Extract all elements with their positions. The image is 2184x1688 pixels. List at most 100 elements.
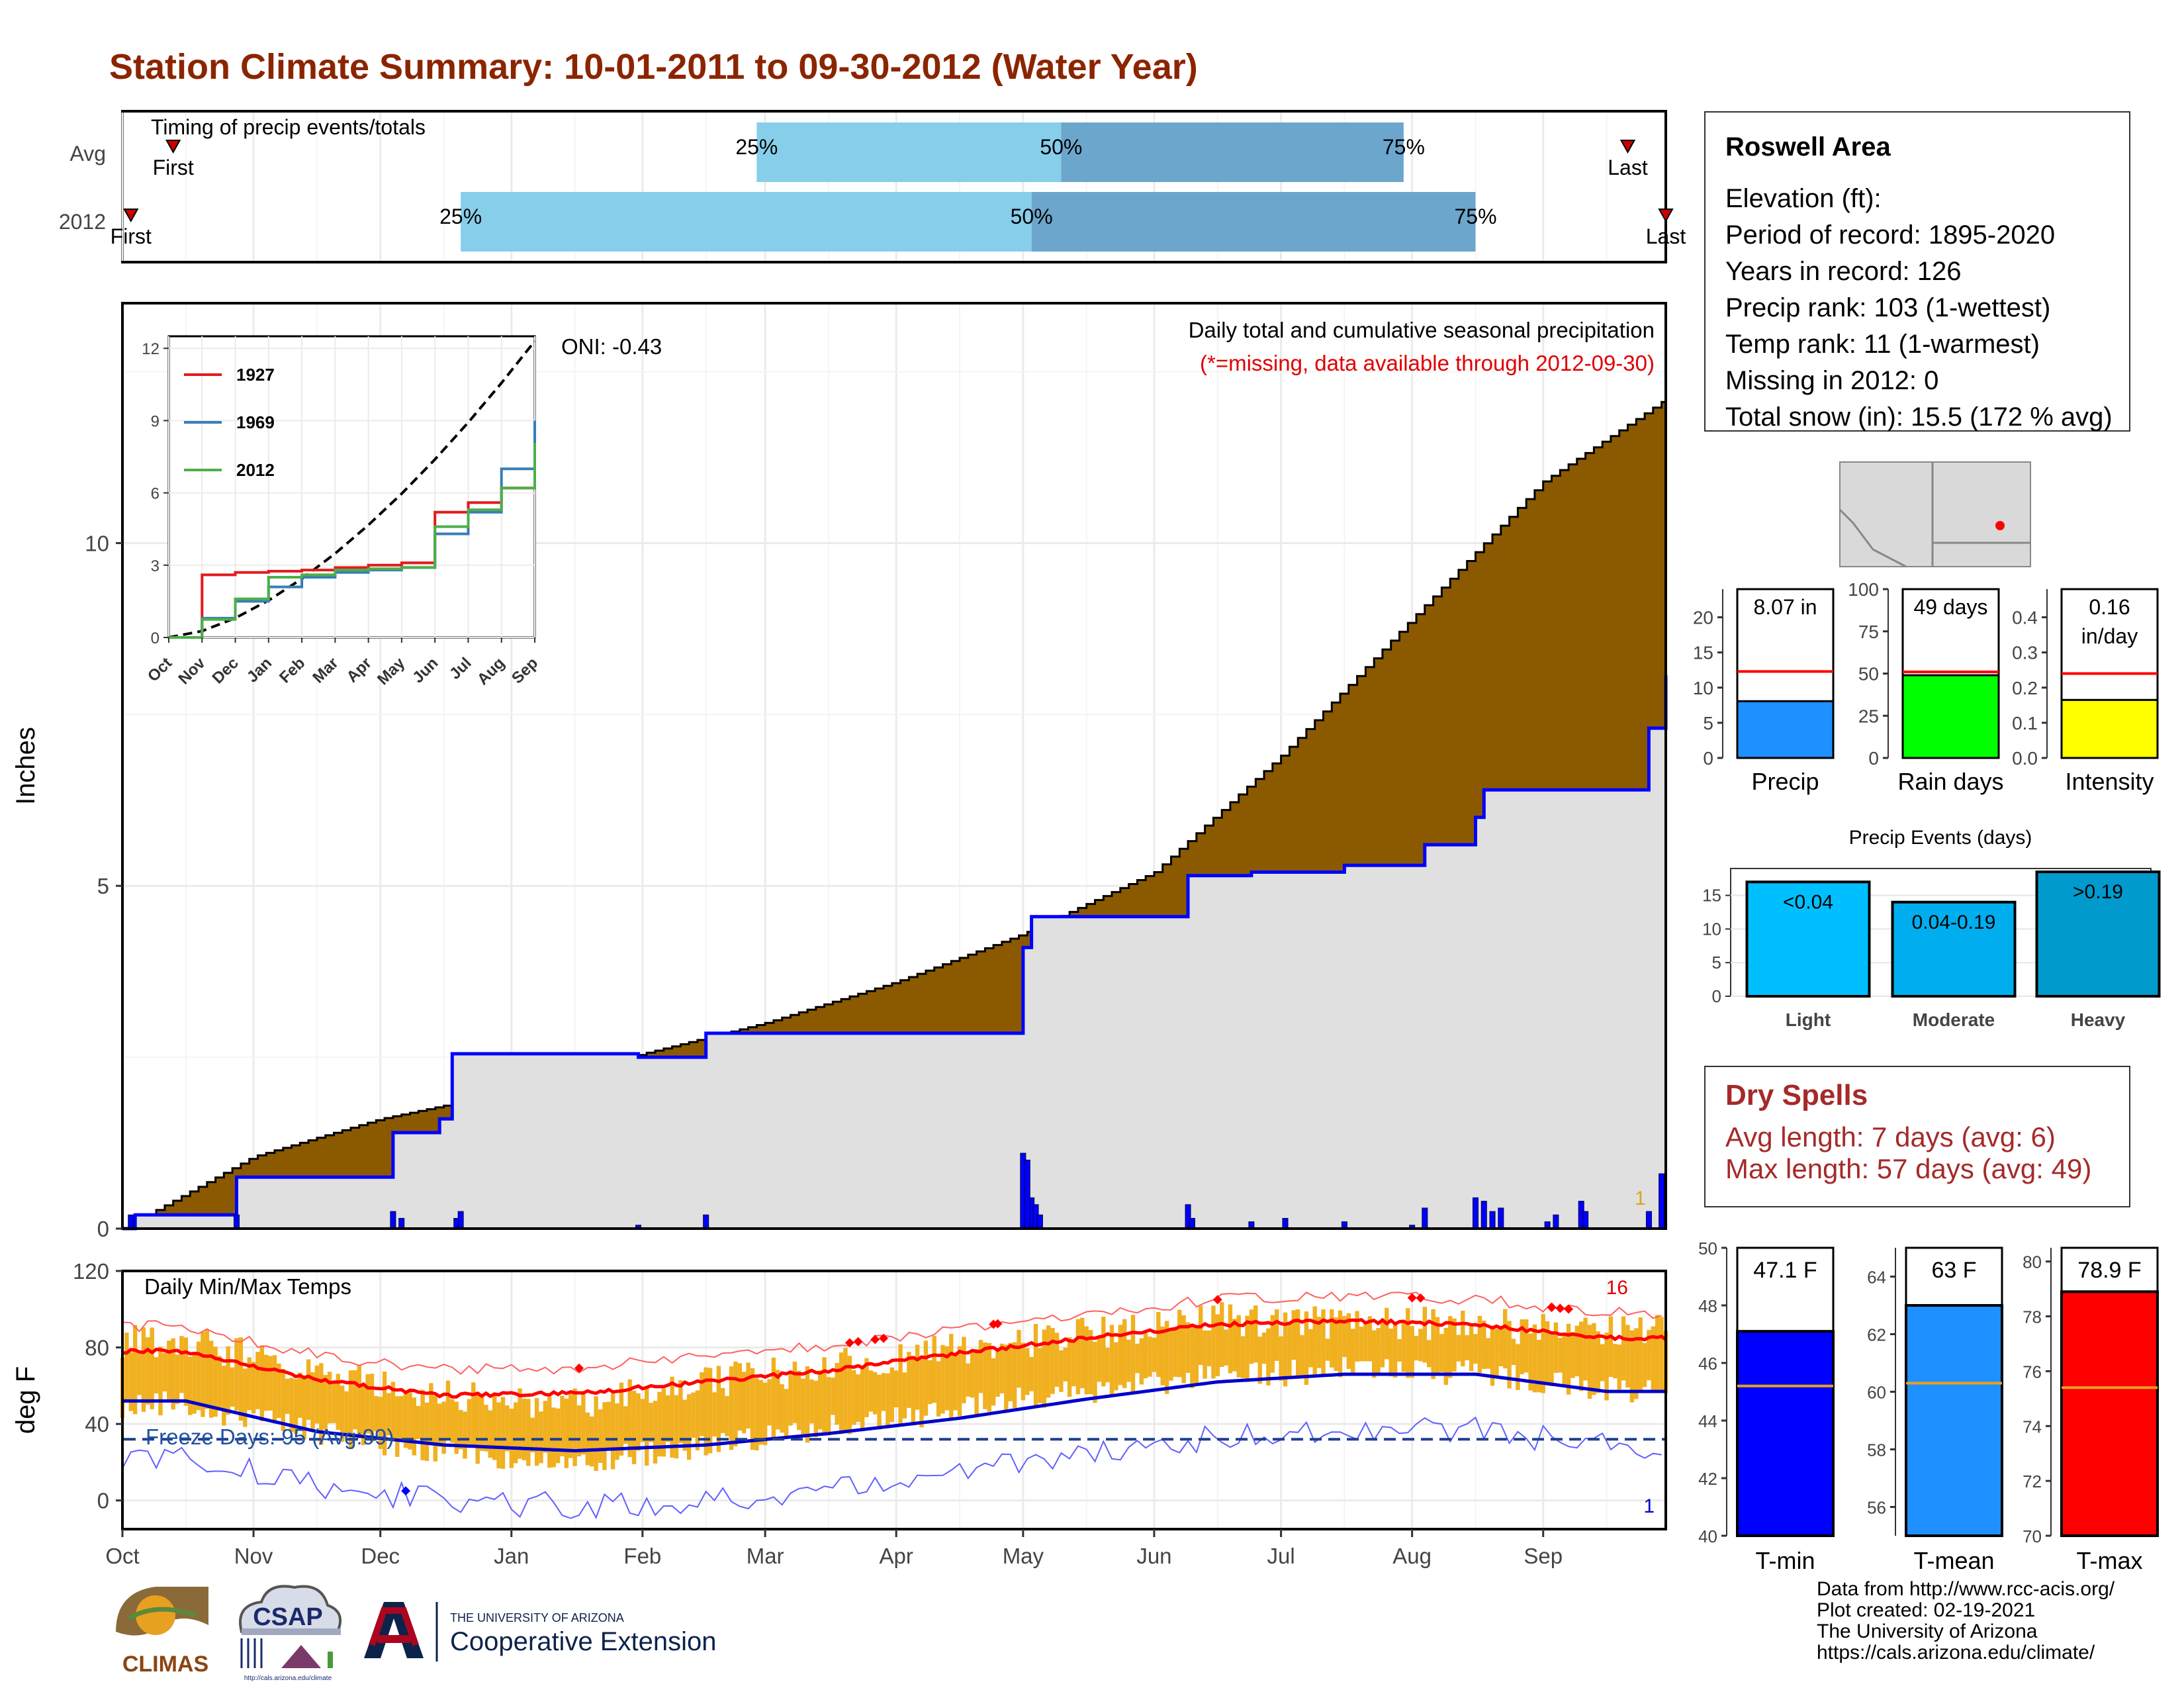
gauge-value-bar-1 (1901, 674, 2000, 759)
last-label-1: Last (1646, 224, 1686, 248)
precip-ytick-label-1: 5 (97, 874, 109, 898)
temp-bar-8 (154, 1357, 159, 1394)
temp-bar-170 (839, 1352, 844, 1434)
temp-bar-278 (1296, 1309, 1300, 1377)
temp-gauge-tick-label-1-1: 58 (1867, 1440, 1886, 1460)
temp-bar-138 (704, 1367, 708, 1456)
temp-bar-116 (610, 1393, 615, 1470)
temp-bar-335 (1537, 1340, 1541, 1393)
temp-bar-337 (1545, 1321, 1550, 1385)
temp-bar-77 (445, 1380, 451, 1440)
last-label-0: Last (1608, 156, 1648, 179)
temp-gauge-label-0: T-min (1756, 1547, 1815, 1574)
temp-bar-20 (205, 1329, 209, 1409)
events-bar-light (1745, 880, 1871, 998)
timing-label-25-1: 25% (439, 205, 482, 228)
record-high-marker-0 (574, 1363, 584, 1373)
temp-bar-298 (1380, 1320, 1385, 1368)
temp-bar-343 (1570, 1332, 1575, 1378)
temp-bar-43 (302, 1375, 306, 1440)
gauge-tick-label-0-2: 10 (1693, 678, 1713, 698)
temp-bar-326 (1498, 1326, 1503, 1366)
temp-bar-47 (319, 1363, 324, 1445)
record-high-marker-12 (1564, 1304, 1574, 1314)
gauge-tick-label-2-0: 0.0 (2012, 748, 2038, 769)
gauge-value-bar-0 (1736, 700, 1835, 759)
temp-bar-285 (1325, 1338, 1330, 1361)
temp-bar-286 (1330, 1309, 1334, 1368)
temp-bar-149 (750, 1368, 755, 1450)
temp-bar-271 (1266, 1328, 1271, 1385)
daily-precip-bar-21 (1422, 1207, 1428, 1229)
daily-precip-bar-5 (390, 1211, 396, 1229)
temp-bar-98 (534, 1398, 539, 1466)
ua-bottom-text: Cooperative Extension (450, 1627, 716, 1656)
temp-bar-283 (1316, 1317, 1322, 1368)
timing-label-75-1: 75% (1454, 205, 1496, 228)
temp-bar-258 (1211, 1305, 1216, 1379)
temp-bar-224 (1067, 1337, 1072, 1397)
timing-bar-light-1 (461, 192, 1032, 252)
temp-bar-230 (1093, 1341, 1097, 1403)
temp-bar-204 (983, 1342, 987, 1409)
gauge-label-2: Intensity (2065, 768, 2154, 795)
temp-gauge-tick-label-0-3: 46 (1698, 1354, 1717, 1374)
temp-bar-347 (1587, 1325, 1592, 1399)
record-low-marker (401, 1486, 411, 1496)
temp-bar-338 (1549, 1333, 1554, 1386)
temp-bar-264 (1236, 1315, 1241, 1378)
record-high-marker-1 (844, 1338, 854, 1348)
temp-bar-114 (602, 1402, 607, 1470)
daily-precip-bar-3 (128, 1214, 134, 1229)
temp-bar-364 (1659, 1317, 1664, 1393)
temp-bar-103 (555, 1408, 561, 1464)
temp-bar-226 (1075, 1319, 1081, 1395)
temp-bar-243 (1148, 1336, 1152, 1377)
precip-ytick-label-2: 10 (85, 531, 109, 555)
temp-bar-319 (1469, 1326, 1474, 1372)
observed-cumulative-area (122, 675, 1666, 1229)
gauge-value-text-2: 0.16 (2089, 595, 2130, 619)
daily-precip-bar-10 (703, 1214, 709, 1229)
temp-y-axis: 0 40 80 120 (73, 1259, 122, 1513)
temp-bar-70 (416, 1405, 421, 1439)
temp-bar-105 (564, 1398, 569, 1468)
daily-precip-bar-14 (1036, 1214, 1043, 1229)
temp-gauge-value-bar-0 (1736, 1330, 1835, 1538)
record-high-marker-11 (1555, 1303, 1565, 1313)
gauge-value-text-0: 8.07 in (1753, 595, 1817, 619)
events-bar-heavy (2035, 870, 2161, 998)
temp-bar-126 (653, 1401, 658, 1464)
temperature-gauges: 40 42 44 46 48 50 47.1 F T-min 56 58 60 62 64 63 F T-m… (1698, 1239, 2159, 1574)
temp-bar-193 (936, 1361, 941, 1417)
temp-ytick-label-0: 0 (97, 1489, 109, 1513)
precip-y-label: Inches (11, 727, 40, 805)
daily-precip-bar-2 (1480, 1201, 1487, 1229)
temp-bar-241 (1139, 1338, 1144, 1385)
temp-bar-238 (1126, 1339, 1131, 1382)
precip-note: (*=missing, data available through 2012-… (1200, 351, 1655, 375)
temp-bar-210 (1008, 1342, 1013, 1401)
temp-bar-311 (1435, 1317, 1440, 1375)
temp-bar-102 (551, 1407, 556, 1468)
temp-bar-183 (894, 1370, 899, 1407)
temp-bar-17 (192, 1352, 197, 1414)
temp-bar-56 (357, 1365, 361, 1439)
temp-bar-52 (340, 1385, 345, 1442)
record-high-marker-3 (870, 1335, 880, 1344)
temp-bar-317 (1461, 1310, 1465, 1367)
temp-bar-172 (847, 1356, 852, 1434)
temp-bar-68 (408, 1391, 412, 1450)
temp-bar-225 (1071, 1340, 1076, 1387)
temp-bar-180 (881, 1373, 886, 1411)
temp-bar-177 (868, 1370, 874, 1412)
temp-bar-187 (911, 1356, 915, 1426)
temp-bar-6 (146, 1337, 150, 1405)
temp-bar-200 (966, 1363, 970, 1397)
daily-precip-bar-6 (398, 1217, 405, 1229)
temp-bar-255 (1199, 1305, 1203, 1365)
temp-bar-155 (776, 1370, 780, 1430)
events-bar-label-1: Moderate (1913, 1009, 1995, 1030)
record-high-marker-8 (1407, 1293, 1417, 1303)
temp-bar-295 (1367, 1316, 1372, 1362)
